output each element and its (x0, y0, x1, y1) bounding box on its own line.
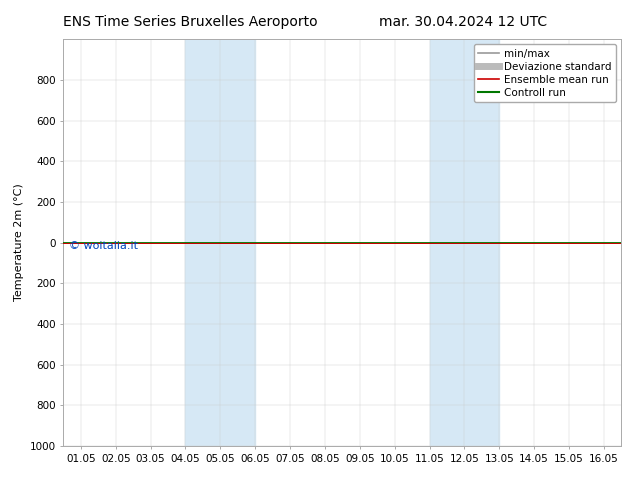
Text: ENS Time Series Bruxelles Aeroporto: ENS Time Series Bruxelles Aeroporto (63, 15, 318, 29)
Text: © woitalia.it: © woitalia.it (69, 241, 138, 250)
Text: mar. 30.04.2024 12 UTC: mar. 30.04.2024 12 UTC (378, 15, 547, 29)
Bar (429, 39, 500, 446)
Y-axis label: Temperature 2m (°C): Temperature 2m (°C) (14, 184, 24, 301)
Legend: min/max, Deviazione standard, Ensemble mean run, Controll run: min/max, Deviazione standard, Ensemble m… (474, 45, 616, 102)
Bar (185, 39, 255, 446)
